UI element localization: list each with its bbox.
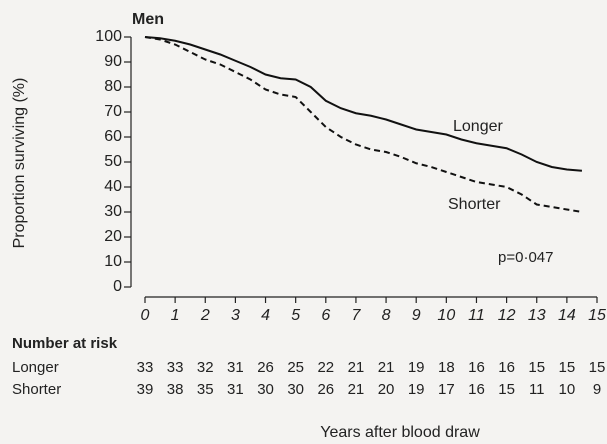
risk-count: 30 <box>257 381 274 398</box>
risk-count: 9 <box>593 381 601 398</box>
risk-count: 31 <box>227 359 244 376</box>
x-tick-label: 7 <box>351 307 361 324</box>
risk-count: 16 <box>468 359 485 376</box>
risk-count: 26 <box>317 381 334 398</box>
x-tick-label: 3 <box>231 307 240 324</box>
risk-count: 20 <box>378 381 395 398</box>
risk-count: 39 <box>137 381 154 398</box>
risk-count: 33 <box>137 359 154 376</box>
annotation: p=0·047 <box>498 249 553 266</box>
risk-count: 38 <box>167 381 184 398</box>
risk-row-label: Longer <box>12 359 59 376</box>
survival-curve <box>144 36 583 213</box>
risk-count: 33 <box>167 359 184 376</box>
risk-count: 17 <box>438 381 455 398</box>
risk-count: 22 <box>317 359 334 376</box>
risk-count: 18 <box>438 359 455 376</box>
x-tick-label: 6 <box>321 307 330 324</box>
risk-count: 21 <box>348 381 365 398</box>
y-tick-label: 70 <box>104 103 122 120</box>
x-tick-label: 2 <box>200 307 210 324</box>
y-tick-label: 10 <box>104 253 122 270</box>
risk-count: 16 <box>498 359 515 376</box>
risk-count: 15 <box>498 381 515 398</box>
risk-count: 35 <box>197 381 214 398</box>
risk-count: 19 <box>408 359 425 376</box>
y-tick-label: 80 <box>104 78 122 95</box>
risk-count: 15 <box>589 359 606 376</box>
risk-count: 21 <box>348 359 365 376</box>
risk-count: 19 <box>408 381 425 398</box>
risk-count: 16 <box>468 381 485 398</box>
risk-count: 11 <box>529 381 545 398</box>
x-tick-label: 13 <box>528 307 546 324</box>
y-tick-label: 40 <box>104 178 122 195</box>
y-tick-label: 0 <box>113 278 122 295</box>
y-tick-label: 100 <box>95 28 122 45</box>
risk-count: 21 <box>378 359 395 376</box>
x-tick-label: 1 <box>171 307 180 324</box>
risk-count: 25 <box>287 359 304 376</box>
x-tick-label: 5 <box>291 307 300 324</box>
curve-label: Shorter <box>448 196 501 213</box>
risk-count: 30 <box>287 381 304 398</box>
risk-count: 15 <box>528 359 545 376</box>
curve-label: Longer <box>453 118 503 135</box>
survival-curve <box>144 36 583 172</box>
risk-row-label: Shorter <box>12 381 61 398</box>
chart-title: Men <box>132 11 164 28</box>
risk-count: 15 <box>559 359 576 376</box>
y-tick-label: 50 <box>104 153 122 170</box>
x-tick-label: 12 <box>498 307 516 324</box>
y-tick-label: 90 <box>104 53 122 70</box>
x-tick-label: 0 <box>141 307 150 324</box>
risk-table-title: Number at risk <box>12 335 118 352</box>
y-axis-label: Proportion surviving (%) <box>11 78 28 249</box>
x-tick-label: 15 <box>588 307 606 324</box>
risk-count: 31 <box>227 381 244 398</box>
x-tick-label: 8 <box>382 307 391 324</box>
x-tick-label: 11 <box>468 307 485 324</box>
x-tick-label: 9 <box>412 307 421 324</box>
x-axis-label: Years after blood draw <box>320 424 480 441</box>
y-tick-label: 20 <box>104 228 122 245</box>
x-tick-label: 4 <box>261 307 270 324</box>
x-tick-label: 10 <box>437 307 455 324</box>
risk-count: 26 <box>257 359 274 376</box>
risk-count: 10 <box>559 381 576 398</box>
risk-count: 32 <box>197 359 214 376</box>
y-tick-label: 60 <box>104 128 122 145</box>
x-tick-label: 14 <box>558 307 576 324</box>
y-tick-label: 30 <box>104 203 122 220</box>
